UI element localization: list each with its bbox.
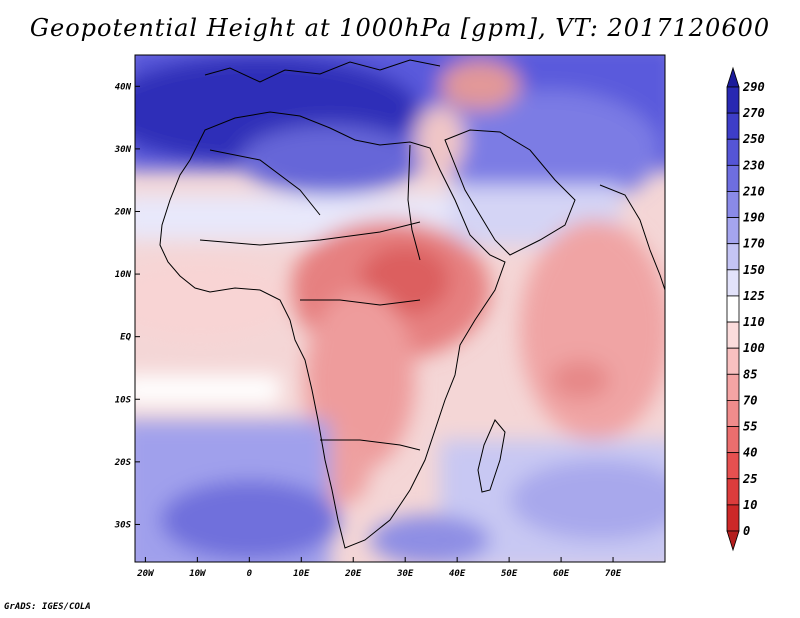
colorbar-label: 150 [743, 263, 765, 277]
arabia-coastline [444, 129, 576, 256]
colorbar-label: 290 [742, 80, 765, 94]
colorbar-label: 230 [742, 158, 765, 172]
colorbar-label: 250 [742, 132, 765, 146]
colorbar: 2902702502302101901701501251101008570554… [726, 66, 765, 552]
colorbar-label: 270 [742, 106, 765, 120]
colorbar-swatch [726, 138, 740, 166]
y-axis-ticks: 40N 30N 20N 10N EQ 10S 20S 30S [114, 82, 140, 530]
colorbar-swatch [726, 217, 740, 245]
colorbar-swatch [726, 269, 740, 297]
y-tick-label: 20N [114, 207, 132, 217]
map-frame [134, 54, 666, 563]
colorbar-swatch [726, 191, 740, 218]
x-tick-label: 70E [605, 569, 622, 579]
y-tick-label: 10N [115, 270, 132, 280]
x-tick-label: 50E [501, 569, 518, 579]
colorbar-swatch [726, 295, 740, 323]
europe-coastline [204, 59, 441, 83]
y-tick-label: 10S [115, 395, 132, 405]
colorbar-label: 70 [743, 393, 757, 407]
coastlines [159, 59, 665, 549]
x-tick-label: 30E [396, 569, 414, 579]
colorbar-swatch [726, 112, 740, 140]
y-tick-label: 20S [114, 458, 132, 468]
x-tick-label: 0 [247, 569, 253, 579]
colorbar-swatch [726, 347, 740, 375]
x-tick-label: 60E [553, 569, 570, 579]
india-coastline [599, 184, 665, 291]
madagascar-coastline [477, 419, 506, 493]
colorbar-swatch [726, 321, 740, 349]
colorbar-swatch [726, 243, 740, 271]
y-tick-label: 40N [115, 82, 132, 92]
colorbar-label: 110 [743, 315, 765, 329]
x-tick-label: 20E [344, 569, 362, 579]
border-nile [407, 144, 421, 261]
height-field [135, 55, 665, 562]
x-tick-label: 20W [136, 569, 155, 579]
colorbar-label: 85 [743, 367, 757, 381]
colorbar-swatch [726, 66, 740, 88]
colorbar-swatch [726, 452, 740, 480]
border-south [320, 439, 421, 451]
border-central [300, 299, 421, 306]
colorbar-label: 0 [743, 524, 750, 538]
colorbar-label: 100 [743, 341, 765, 355]
y-tick-label: EQ [120, 333, 131, 343]
colorbar-swatch [726, 530, 740, 552]
x-axis-ticks: 20W 10W 0 10E 20E 30E 40E 50E 60E 70E [136, 557, 622, 579]
y-tick-label: 30S [114, 520, 132, 530]
colorbar-swatch [726, 400, 740, 427]
colorbar-label: 40 [743, 446, 757, 460]
colorbar-label: 125 [743, 289, 765, 303]
colorbar-swatch [726, 86, 740, 114]
colorbar-label: 10 [743, 498, 757, 512]
border-west [209, 149, 321, 216]
y-tick-label: 30N [114, 145, 132, 155]
colorbar-label: 170 [743, 237, 765, 251]
x-tick-label: 10E [293, 569, 310, 579]
grads-credit: GrADS: IGES/COLA [4, 602, 91, 612]
colorbar-label: 55 [743, 420, 757, 434]
x-tick-label: 40E [449, 569, 466, 579]
colorbar-swatch [726, 478, 740, 506]
colorbar-swatch [726, 373, 740, 401]
x-tick-label: 10W [189, 569, 207, 579]
africa-coastline [159, 111, 506, 549]
colorbar-label: 25 [742, 472, 757, 486]
colorbar-swatch [726, 504, 740, 532]
border-sahel [199, 221, 421, 246]
colorbar-swatch [726, 426, 740, 454]
colorbar-swatch [726, 164, 740, 192]
colorbar-label: 210 [742, 184, 765, 198]
chart-title: Geopotential Height at 1000hPa [gpm], VT… [29, 14, 771, 42]
colorbar-label: 190 [743, 211, 765, 225]
